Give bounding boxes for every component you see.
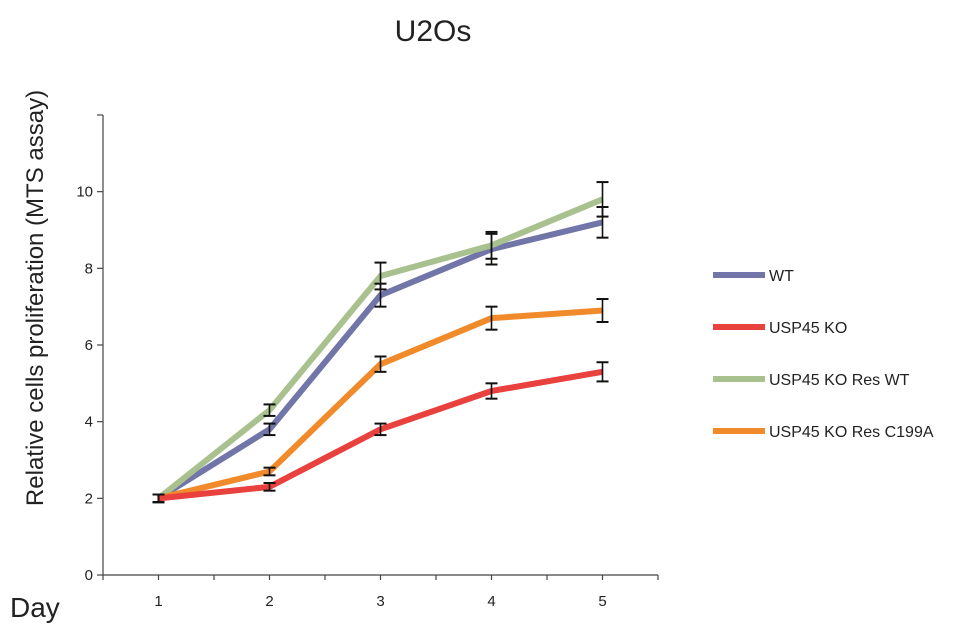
error-bar <box>485 305 498 331</box>
x-axis-label: Day <box>10 592 60 623</box>
x-tick-label: 3 <box>376 593 384 610</box>
error-bar <box>485 230 498 260</box>
error-bar <box>485 382 498 400</box>
legend-item: USP45 KO Res WT <box>713 372 910 389</box>
chart-title: U2Os <box>395 15 472 48</box>
x-tick-label: 4 <box>487 593 495 610</box>
x-tick-label: 2 <box>265 593 273 610</box>
y-tick-label: 2 <box>85 490 93 507</box>
error-bar <box>596 361 609 383</box>
series-line-4 <box>157 307 603 502</box>
error-bar <box>374 355 387 373</box>
y-tick-label: 4 <box>85 414 93 431</box>
y-tick-label: 10 <box>76 184 93 201</box>
legend-label: USP45 KO Res WT <box>769 372 910 389</box>
y-tick-label: 0 <box>85 567 93 584</box>
x-tick-label: 5 <box>598 593 606 610</box>
legend-item: USP45 KO Res C199A <box>713 424 934 441</box>
error-bar <box>152 493 165 504</box>
y-tick-label: 6 <box>85 337 93 354</box>
y-tick-label: 8 <box>85 260 93 277</box>
x-tick-label: 1 <box>154 593 162 610</box>
error-bar <box>263 482 276 492</box>
legend-item: USP45 KO <box>713 320 847 337</box>
legend-item: WT <box>713 268 794 285</box>
error-bar <box>263 422 276 437</box>
error-bar <box>263 466 276 477</box>
error-bar <box>596 181 609 218</box>
legend-label: WT <box>769 268 794 285</box>
legend-label: USP45 KO Res C199A <box>769 424 934 441</box>
legend: WT USP45 KO USP45 KO Res WT USP45 KO Res C1… <box>713 268 934 441</box>
series-layer <box>152 181 609 504</box>
error-bar <box>374 261 387 291</box>
y-axis-label: Relative cells proliferation (MTS assay) <box>22 90 49 506</box>
error-bar <box>596 298 609 323</box>
legend-label: USP45 KO <box>769 320 847 337</box>
error-bar <box>263 403 276 417</box>
error-bar <box>374 422 387 437</box>
